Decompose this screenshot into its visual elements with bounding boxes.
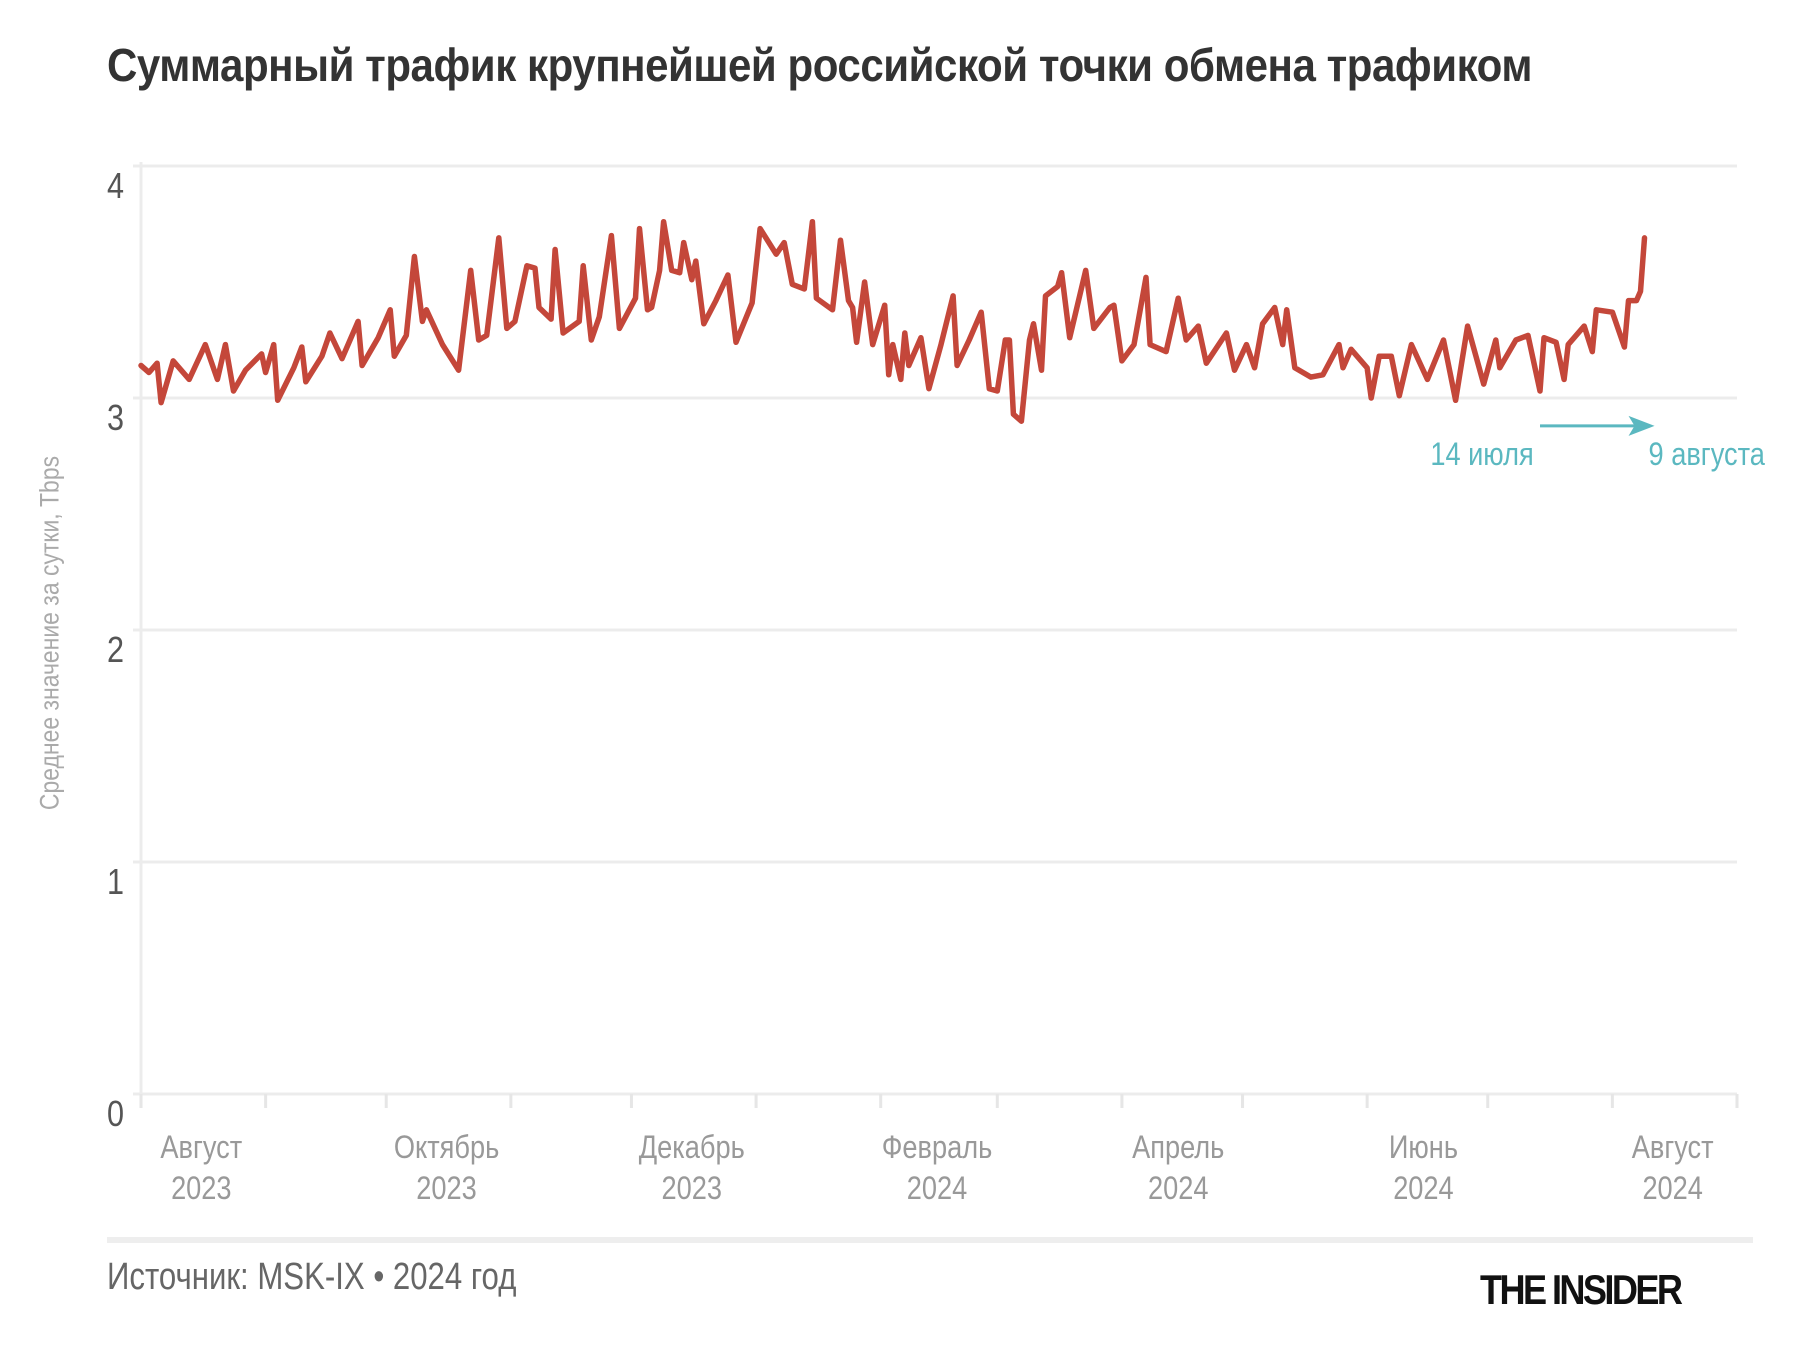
x-tick-label: Февраль 2024 [882,1130,993,1207]
x-tick-label: Август 2023 [160,1130,242,1207]
x-tick-month: Август [1632,1130,1714,1166]
x-tick-month: Октябрь [394,1130,499,1166]
x-tick-year: 2023 [171,1171,231,1207]
x-tick-label: Август 2024 [1632,1130,1714,1207]
traffic-series-line [138,218,1648,424]
x-tick-label: Апрель 2024 [1132,1130,1224,1207]
y-tick-label: 3 [107,399,124,439]
y-tick-label: 2 [107,631,124,671]
annotation-arrow-head-icon [1628,415,1655,436]
x-tick-label: Июнь 2024 [1389,1130,1458,1207]
x-tick-month: Февраль [882,1130,993,1166]
y-tick-label: 4 [107,167,124,207]
x-tick-label: Декабрь 2023 [639,1130,745,1207]
x-tick-year: 2023 [662,1171,722,1207]
x-tick-year: 2024 [1642,1171,1702,1207]
x-tick-month: Июнь [1389,1130,1458,1166]
source-note: Источник: MSK-IX • 2024 год [107,1256,517,1298]
x-tick-month: Август [160,1130,242,1166]
footer-divider [107,1237,1753,1243]
x-tick-year: 2024 [1393,1171,1453,1207]
the-insider-logo: THE INSIDER [1480,1266,1683,1313]
x-tick-label: Октябрь 2023 [394,1130,499,1207]
chart-title: Суммарный трафик крупнейшей российской т… [107,39,1532,91]
annotation-start-label: 14 июля [1430,437,1533,473]
x-tick-year: 2024 [1148,1171,1208,1207]
annotation-end-label: 9 августа [1649,437,1766,473]
x-tick-month: Декабрь [639,1130,745,1166]
y-tick-label: 0 [107,1095,124,1135]
x-tick-year: 2024 [907,1171,967,1207]
x-tick-year: 2023 [416,1171,476,1207]
x-tick-month: Апрель [1132,1130,1224,1166]
y-tick-label: 1 [107,863,124,903]
